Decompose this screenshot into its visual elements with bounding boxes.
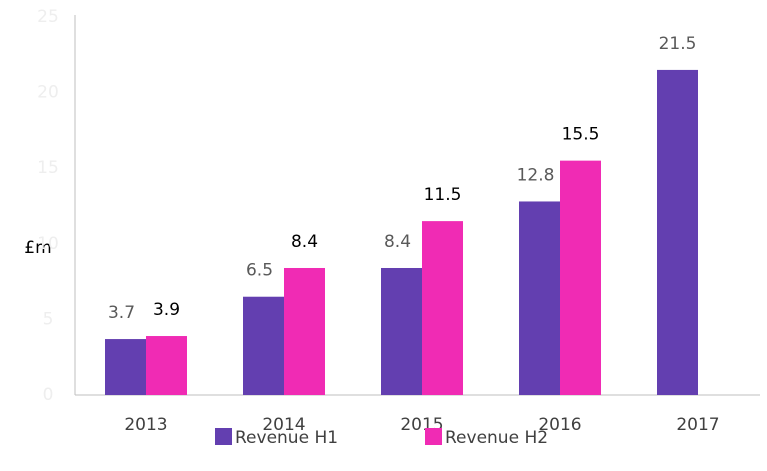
data-label: 8.4 [291,232,318,252]
bar [657,69,698,396]
y-axis-label: £m [24,238,51,258]
bar [560,160,601,395]
y-tick-label: 5 [43,309,54,329]
data-label: 15.5 [562,125,600,145]
y-tick-label: 25 [37,7,59,27]
legend-swatch [215,428,232,445]
data-label: 3.7 [108,303,135,323]
x-tick-label: 2017 [676,415,719,435]
data-label: 3.9 [153,300,180,320]
bar [519,201,560,395]
data-label: 21.5 [659,34,697,54]
bar [243,296,284,395]
data-label: 6.5 [246,261,273,281]
bar [381,267,422,395]
bar [146,336,187,395]
x-tick-label: 2013 [124,415,167,435]
x-tick-label: 2016 [538,415,581,435]
legend-swatch [425,428,442,445]
bar [105,339,146,395]
bar [422,221,463,395]
x-tick-label: 2014 [262,415,305,435]
y-tick-label: 20 [37,83,59,103]
legend-label: Revenue H2 [445,428,548,448]
data-label: 12.8 [517,165,555,185]
data-label: 11.5 [424,185,462,205]
y-tick-label: 15 [37,158,59,178]
y-tick-label: 0 [43,385,54,405]
data-label: 8.4 [384,232,411,252]
y-tick-label: 10 [37,234,59,254]
legend-label: Revenue H1 [235,428,338,448]
bar [284,267,325,395]
